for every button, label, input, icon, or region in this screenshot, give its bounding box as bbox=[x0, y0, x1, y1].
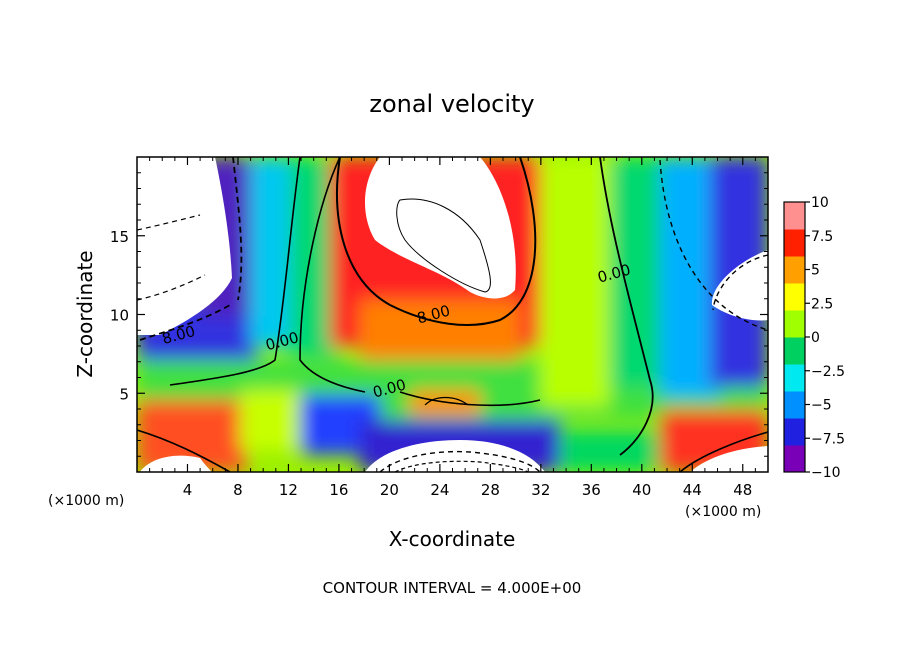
x-tick-label: 36 bbox=[582, 481, 601, 499]
colorbar-tick-label: 0 bbox=[811, 330, 820, 346]
white-region-upper-right bbox=[711, 250, 768, 321]
x-tick-label: 32 bbox=[531, 481, 550, 499]
x-unit-right: (×1000 m) bbox=[685, 504, 761, 520]
x-tick-label: 24 bbox=[430, 481, 449, 499]
y-tick-label: 10 bbox=[110, 307, 129, 325]
colorbar-tick-label: −7.5 bbox=[811, 431, 845, 447]
colorbar-swatch bbox=[784, 202, 805, 230]
y-tick-label: 15 bbox=[110, 228, 129, 246]
white-region-bottom-right bbox=[690, 446, 768, 472]
x-tick-label: 48 bbox=[733, 481, 752, 499]
colorbar-swatch bbox=[784, 418, 805, 446]
colorbar-swatch bbox=[784, 310, 805, 338]
heatmap-field bbox=[137, 157, 768, 472]
white-region-bottom-center bbox=[365, 440, 545, 472]
colorbar-tick-label: 7.5 bbox=[811, 229, 833, 245]
colorbar-tick-label: −10 bbox=[811, 465, 841, 481]
colorbar: 10 7.5 5 2.5 0 −2.5 −5 −7.5 −10 bbox=[783, 195, 845, 481]
x-tick-label: 28 bbox=[481, 481, 500, 499]
colorbar-tick-label: −2.5 bbox=[811, 364, 845, 380]
x-tick-label: 8 bbox=[233, 481, 243, 499]
x-tick-label: 20 bbox=[380, 481, 399, 499]
colorbar-swatch bbox=[784, 256, 805, 284]
x-tick-label: 40 bbox=[632, 481, 651, 499]
colorbar-tick-label: 2.5 bbox=[811, 296, 833, 312]
colorbar-swatch bbox=[784, 391, 805, 419]
x-tick-label: 16 bbox=[329, 481, 348, 499]
x-axis-label: X-coordinate bbox=[389, 527, 516, 551]
x-tick-label: 4 bbox=[183, 481, 193, 499]
colorbar-swatch bbox=[784, 337, 805, 365]
colorbar-swatch bbox=[784, 445, 805, 473]
x-tick-label: 44 bbox=[683, 481, 702, 499]
colorbar-tick-label: 5 bbox=[811, 263, 820, 279]
chart-title: zonal velocity bbox=[369, 90, 534, 118]
colorbar-swatch bbox=[784, 364, 805, 392]
y-axis: 5 10 15 bbox=[110, 172, 768, 457]
colorbar-tick-label: −5 bbox=[811, 398, 832, 414]
white-region-upper-left bbox=[137, 157, 232, 335]
x-axis: 4 8 12 16 20 24 28 32 36 40 44 48 bbox=[149, 157, 756, 499]
y-axis-label: Z-coordinate bbox=[73, 250, 97, 377]
contour-interval-footer: CONTOUR INTERVAL = 4.000E+00 bbox=[323, 579, 582, 597]
white-region-center bbox=[364, 157, 516, 299]
contour-lines bbox=[137, 157, 768, 472]
y-tick-label: 5 bbox=[119, 385, 129, 403]
x-unit-left: (×1000 m) bbox=[48, 493, 124, 509]
colorbar-tick-label: 10 bbox=[811, 195, 829, 211]
colorbar-swatch bbox=[784, 229, 805, 257]
white-region-bottom-left bbox=[140, 455, 212, 472]
colorbar-swatch bbox=[784, 283, 805, 311]
x-tick-label: 12 bbox=[279, 481, 298, 499]
